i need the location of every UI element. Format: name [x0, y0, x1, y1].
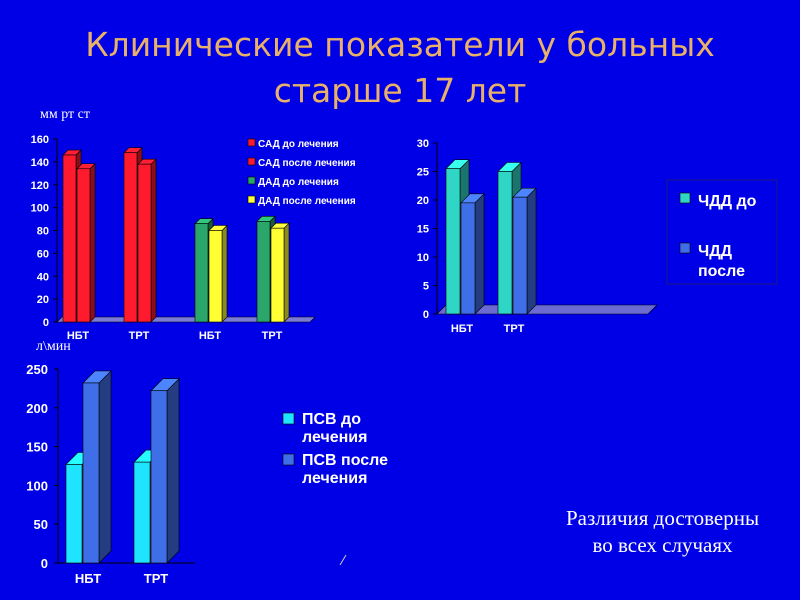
chart1-legend-swatch: [247, 195, 256, 204]
chart2-y-tick-label: 30: [417, 138, 429, 150]
chart1-legend-swatch: [247, 138, 256, 147]
chart1-legend-label: САД до лечения: [258, 139, 339, 150]
chart1-y-tick-label: 120: [31, 180, 49, 192]
chart1-bar-front: [194, 223, 209, 323]
chart1-y-tick-label: 140: [31, 157, 49, 169]
chart2-bar: [460, 193, 485, 315]
chart2-legend-swatch: [679, 192, 691, 204]
chart2-y-tick-label: 20: [417, 195, 429, 207]
chart1-bar-front: [270, 227, 285, 323]
chart3-bar-front: [82, 382, 100, 564]
chart3-y-tick-label: 100: [26, 478, 48, 493]
chart3-legend-label: лечения: [302, 470, 367, 487]
slide-title-line2: старше 17 лет: [273, 71, 527, 110]
chart1-x-tick-label: НБТ: [67, 330, 90, 342]
chart3-bar-front: [133, 461, 151, 564]
chart1-y-tick-label: 20: [37, 294, 49, 306]
chart2-bar: [512, 187, 537, 315]
chart1-bar-front: [256, 221, 271, 323]
chart1-x-tick-label: НБТ: [199, 330, 222, 342]
chart1-y-tick-label: 0: [43, 317, 49, 329]
chart2-bar-front: [460, 202, 476, 315]
chart2-bar-side: [474, 193, 485, 315]
chart1-bar: [270, 222, 290, 323]
chart1-bar-side: [221, 224, 228, 323]
chart3-legend-label: ПСВ после: [302, 452, 388, 469]
chart1-bar-front: [123, 152, 138, 323]
chart2-y-tick-label: 15: [417, 224, 429, 236]
chart2-floor: [436, 304, 658, 315]
chart1-y-tick-label: 60: [37, 248, 49, 260]
chart1-bar-side: [150, 158, 157, 323]
chart1-bar: [137, 158, 157, 323]
chart1-bar-front: [137, 163, 152, 323]
chart2-legend-label: ЧДД: [698, 243, 733, 260]
chart1-bar: [76, 163, 96, 323]
chart2-y-tick-label: 0: [423, 309, 429, 321]
chart3-bar-side: [98, 370, 112, 564]
unit-label-flow: л\мин: [36, 339, 71, 354]
chart3-x-tick-label: НБТ: [75, 571, 101, 586]
note-line1: Различия достоверны: [565, 506, 760, 530]
slide-title-line1: Клинические показатели у больных: [85, 25, 715, 64]
chart1-y-tick-label: 40: [37, 271, 49, 283]
chart1-bar-side: [283, 222, 290, 323]
chart3-y-tick-label: 200: [26, 401, 48, 416]
chart2-bar-side: [526, 187, 537, 315]
significance-note: Различия достоверны во всех случаях: [530, 505, 795, 559]
chart3-bar-front: [65, 464, 83, 564]
chart2-x-tick-label: ТРТ: [504, 323, 525, 335]
slide-title: Клинические показатели у больных старше …: [0, 22, 800, 114]
chart1-x-tick-label: ТРТ: [129, 330, 150, 342]
chart1-bar-front: [62, 154, 77, 323]
unit-label-pressure: мм рт ст: [40, 107, 90, 122]
chart2-bar-front: [445, 168, 461, 315]
chart3-legend-swatch: [282, 453, 295, 466]
chart3-y-tick-label: 0: [41, 556, 48, 571]
chart3-y-tick-label: 250: [26, 362, 48, 377]
chart3-legend-swatch: [282, 412, 295, 425]
chart3-y-tick-label: 50: [34, 517, 48, 532]
chart3-legend-label: лечения: [302, 429, 367, 446]
chart1-legend-label: САД после лечения: [258, 158, 356, 169]
chart3-legend-label: ПСВ до: [302, 411, 361, 428]
chart2-x-tick-label: НБТ: [451, 323, 474, 335]
chart3-x-tick-label: ТРТ: [144, 571, 168, 586]
chart2-y-tick-label: 25: [417, 167, 429, 179]
chart2-y-tick-label: 10: [417, 252, 429, 264]
chart3-bar: [150, 378, 180, 564]
chart1-y-tick-label: 160: [31, 134, 49, 146]
chart2-legend-label: после: [698, 263, 745, 280]
chart2-legend-swatch: [679, 242, 691, 254]
chart1-legend-swatch: [247, 176, 256, 185]
chart1-bar: [208, 224, 228, 323]
chart2-bar-front: [512, 196, 528, 315]
chart3-bar-front: [150, 390, 168, 564]
chart1-bar-front: [208, 230, 223, 323]
chart1-bar-front: [76, 168, 91, 323]
chart3-y-tick-label: 150: [26, 440, 48, 455]
chart1-x-tick-label: ТРТ: [262, 330, 283, 342]
chart2-bar-front: [497, 171, 513, 315]
chart2-legend-label: ЧДД до: [698, 193, 757, 210]
chart1-legend-swatch: [247, 157, 256, 166]
chart1-legend-label: ДАД до лечения: [258, 177, 339, 188]
chart3-bar-side: [166, 378, 180, 564]
chart3-bar: [82, 370, 112, 564]
chart1-floor: [56, 316, 316, 323]
note-line2: во всех случаях: [592, 533, 733, 557]
chart1-legend-label: ДАД после лечения: [258, 196, 356, 207]
chart1-y-tick-label: 80: [37, 226, 49, 238]
chart2-y-tick-label: 5: [423, 281, 429, 293]
chart1-y-tick-label: 100: [31, 203, 49, 215]
chart1-bar-side: [89, 163, 96, 323]
chart3-decoration-tick: [339, 554, 347, 566]
